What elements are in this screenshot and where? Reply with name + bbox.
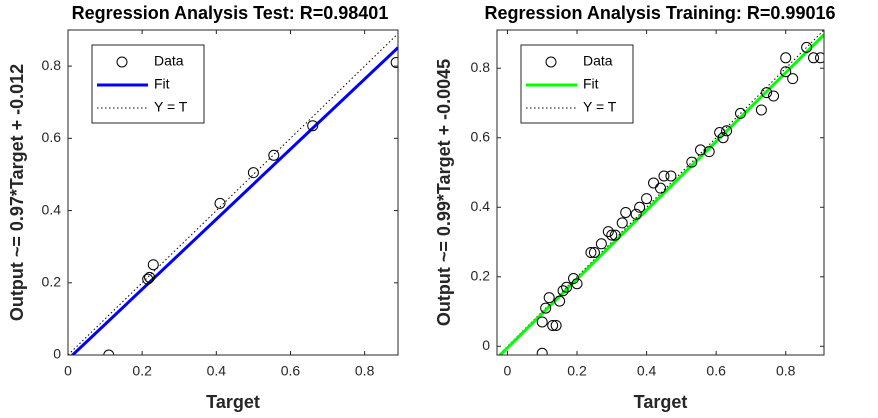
x-tick-label: 0.4 [207,363,227,379]
x-tick-label: 0.2 [567,363,587,379]
data-point [536,316,548,328]
data-point [735,107,747,119]
data-point [801,41,813,53]
legend-label: Data [583,53,613,69]
data-point [307,120,319,132]
data-point [641,193,653,205]
data-point [648,177,660,189]
x-tick-label: 0.6 [706,363,726,379]
fit-line [70,46,398,355]
data-point [630,208,642,220]
x-tick-label: 0.6 [281,363,301,379]
y-tick-label: 0.8 [42,57,62,73]
y-tick-label: 0.4 [42,201,62,217]
y-axis-label: Output ~= 0.97*Target + -0.012 [7,64,27,321]
data-point [665,170,677,182]
data-point [550,319,562,331]
x-axis-label: Target [206,392,260,412]
x-tick-label: 0.8 [776,363,796,379]
fit-line [68,33,398,355]
data-point [658,170,670,182]
chart-title: Regression Analysis Training: R=0.99016 [485,3,836,23]
data-point [721,125,733,137]
data-point [602,226,614,238]
legend-label: Fit [154,76,170,92]
data-point [695,144,707,156]
data-point [543,292,555,304]
legend-marker [545,56,557,68]
y-tick-label: 0 [482,337,490,353]
data-point [142,273,154,285]
x-tick-label: 0.4 [637,363,657,379]
data-point [247,167,259,179]
data-point [620,206,632,218]
data-point [588,246,600,258]
data-point [547,319,559,331]
y-tick-label: 0.2 [471,267,491,283]
data-point [787,73,799,85]
plot-content [68,33,398,355]
data-point [606,229,618,241]
legend-label: Y = T [154,99,188,115]
data-point [214,197,226,209]
axes-box [496,29,825,356]
legend-label: Data [154,53,184,69]
y-tick-label: 0.8 [471,59,491,75]
y-tick-label: 0.6 [471,128,491,144]
data-point [815,52,824,64]
data-point [755,104,767,116]
legend-label: Y = T [583,99,617,115]
data-point [571,278,583,290]
legend-marker [116,56,128,68]
data-point [585,246,597,258]
y-tick-label: 0.2 [42,273,62,289]
data-point [540,302,552,314]
data-point [609,229,621,241]
x-tick-label: 0.8 [355,363,375,379]
data-point [686,156,698,168]
chart-title: Regression Analysis Test: R=0.98401 [72,3,389,23]
y-axis-label: Output ~= 0.99*Target + -0.0045 [434,59,454,326]
data-point [616,217,628,229]
x-tick-label: 0.2 [132,363,152,379]
data-point [717,132,729,144]
axes: Regression Analysis Test: R=0.98401 Targe… [7,3,399,412]
axes-box [67,29,399,356]
data-point [536,347,548,355]
plot-content [498,30,824,355]
data-point [557,285,569,297]
data-point [703,146,715,158]
x-tick-label: 0 [504,363,512,379]
data-point [768,90,780,102]
data-point [808,52,820,64]
data-point [634,201,646,213]
data-point [655,182,666,194]
data-point [144,271,156,283]
data-point [390,57,398,68]
data-point [554,295,566,307]
data-point [147,259,159,271]
x-axis-label: Target [634,392,688,412]
data-point [780,66,792,78]
data-point [268,149,280,161]
x-tick-label: 0 [64,363,72,379]
data-point [761,87,773,99]
legend-label: Fit [583,76,599,92]
data-point [595,238,607,250]
y-tick-label: 0 [53,346,61,362]
axes: Regression Analysis Training: R=0.99016 T… [434,3,836,412]
data-point [780,52,792,64]
y-tick-label: 0.4 [471,198,491,214]
data-point [103,349,115,355]
y-tick-label: 0.6 [42,129,62,145]
data-point [561,281,573,293]
